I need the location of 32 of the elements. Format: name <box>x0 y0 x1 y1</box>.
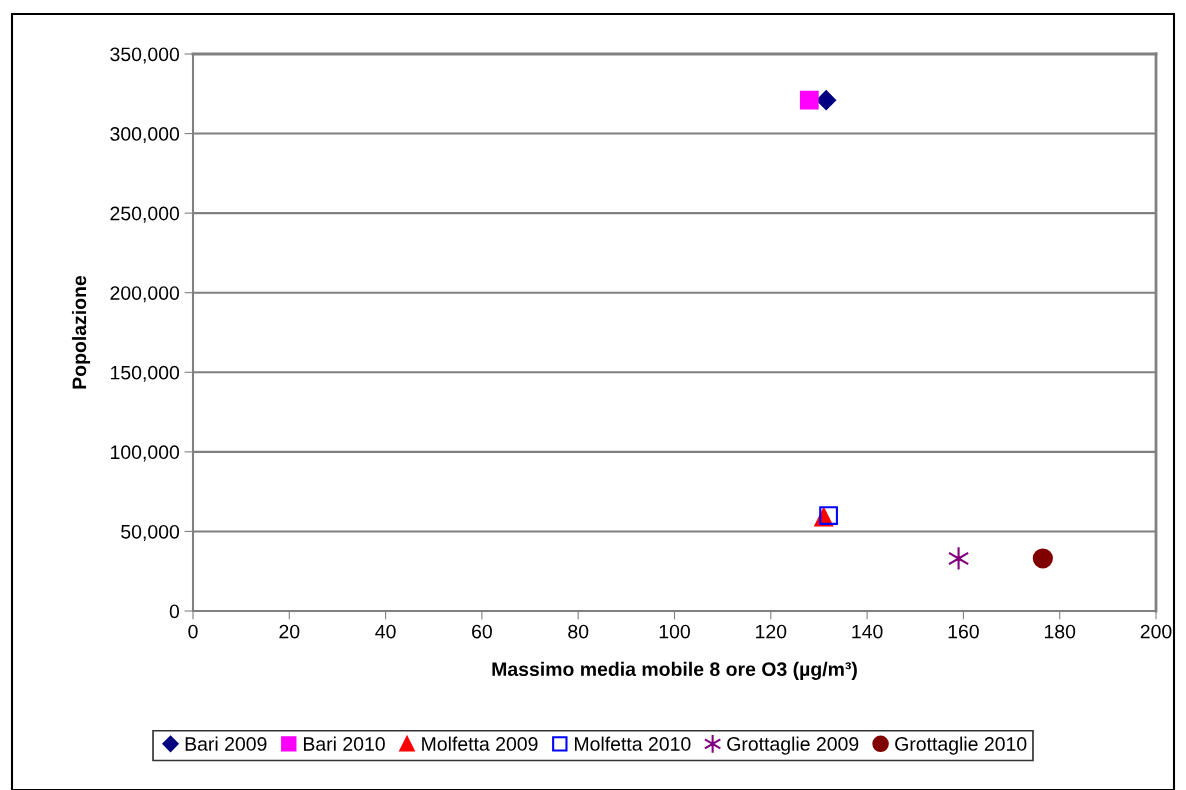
x-axis-title: Massimo media mobile 8 ore O3 (µg/m³) <box>492 661 857 680</box>
point <box>1032 548 1053 569</box>
y-tick-label: 200,000 <box>110 286 180 303</box>
x-tick-label: 100 <box>659 624 690 639</box>
x-tick-label: 0 <box>188 624 198 639</box>
y-tick-label: 250,000 <box>110 206 180 223</box>
y-tick-label: 300,000 <box>110 127 180 144</box>
legend-label: Molfetta 2010 <box>575 736 691 751</box>
x-tick-label: 60 <box>472 624 492 639</box>
legend-label: Bari 2010 <box>303 736 385 751</box>
y-tick-label: 50,000 <box>121 524 180 541</box>
legend-label: Bari 2009 <box>185 736 267 751</box>
y-tick-label: 100,000 <box>111 445 180 462</box>
point <box>819 506 838 525</box>
point <box>816 90 837 111</box>
y-axis-title: Popolazione <box>71 275 91 389</box>
point <box>947 546 970 571</box>
x-tick-label: 200 <box>1140 624 1172 639</box>
legend-label: Molfetta 2009 <box>422 736 538 751</box>
x-tick-label: 120 <box>756 624 787 639</box>
y-tick-label: 150,000 <box>111 365 180 382</box>
x-tick-label: 180 <box>1044 624 1076 639</box>
y-tick-label: 350,000 <box>110 47 180 64</box>
x-tick-label: 20 <box>279 624 300 639</box>
x-tick-label: 40 <box>375 624 396 639</box>
x-tick-label: 140 <box>852 624 883 639</box>
point <box>799 90 819 110</box>
y-tick-label: 0 <box>169 604 180 619</box>
legend-label: Grottaglie 2010 <box>895 736 1027 755</box>
x-tick-label: 80 <box>568 624 589 639</box>
x-tick-label: 160 <box>948 624 979 639</box>
legend-label: Grottaglie 2009 <box>727 736 859 755</box>
